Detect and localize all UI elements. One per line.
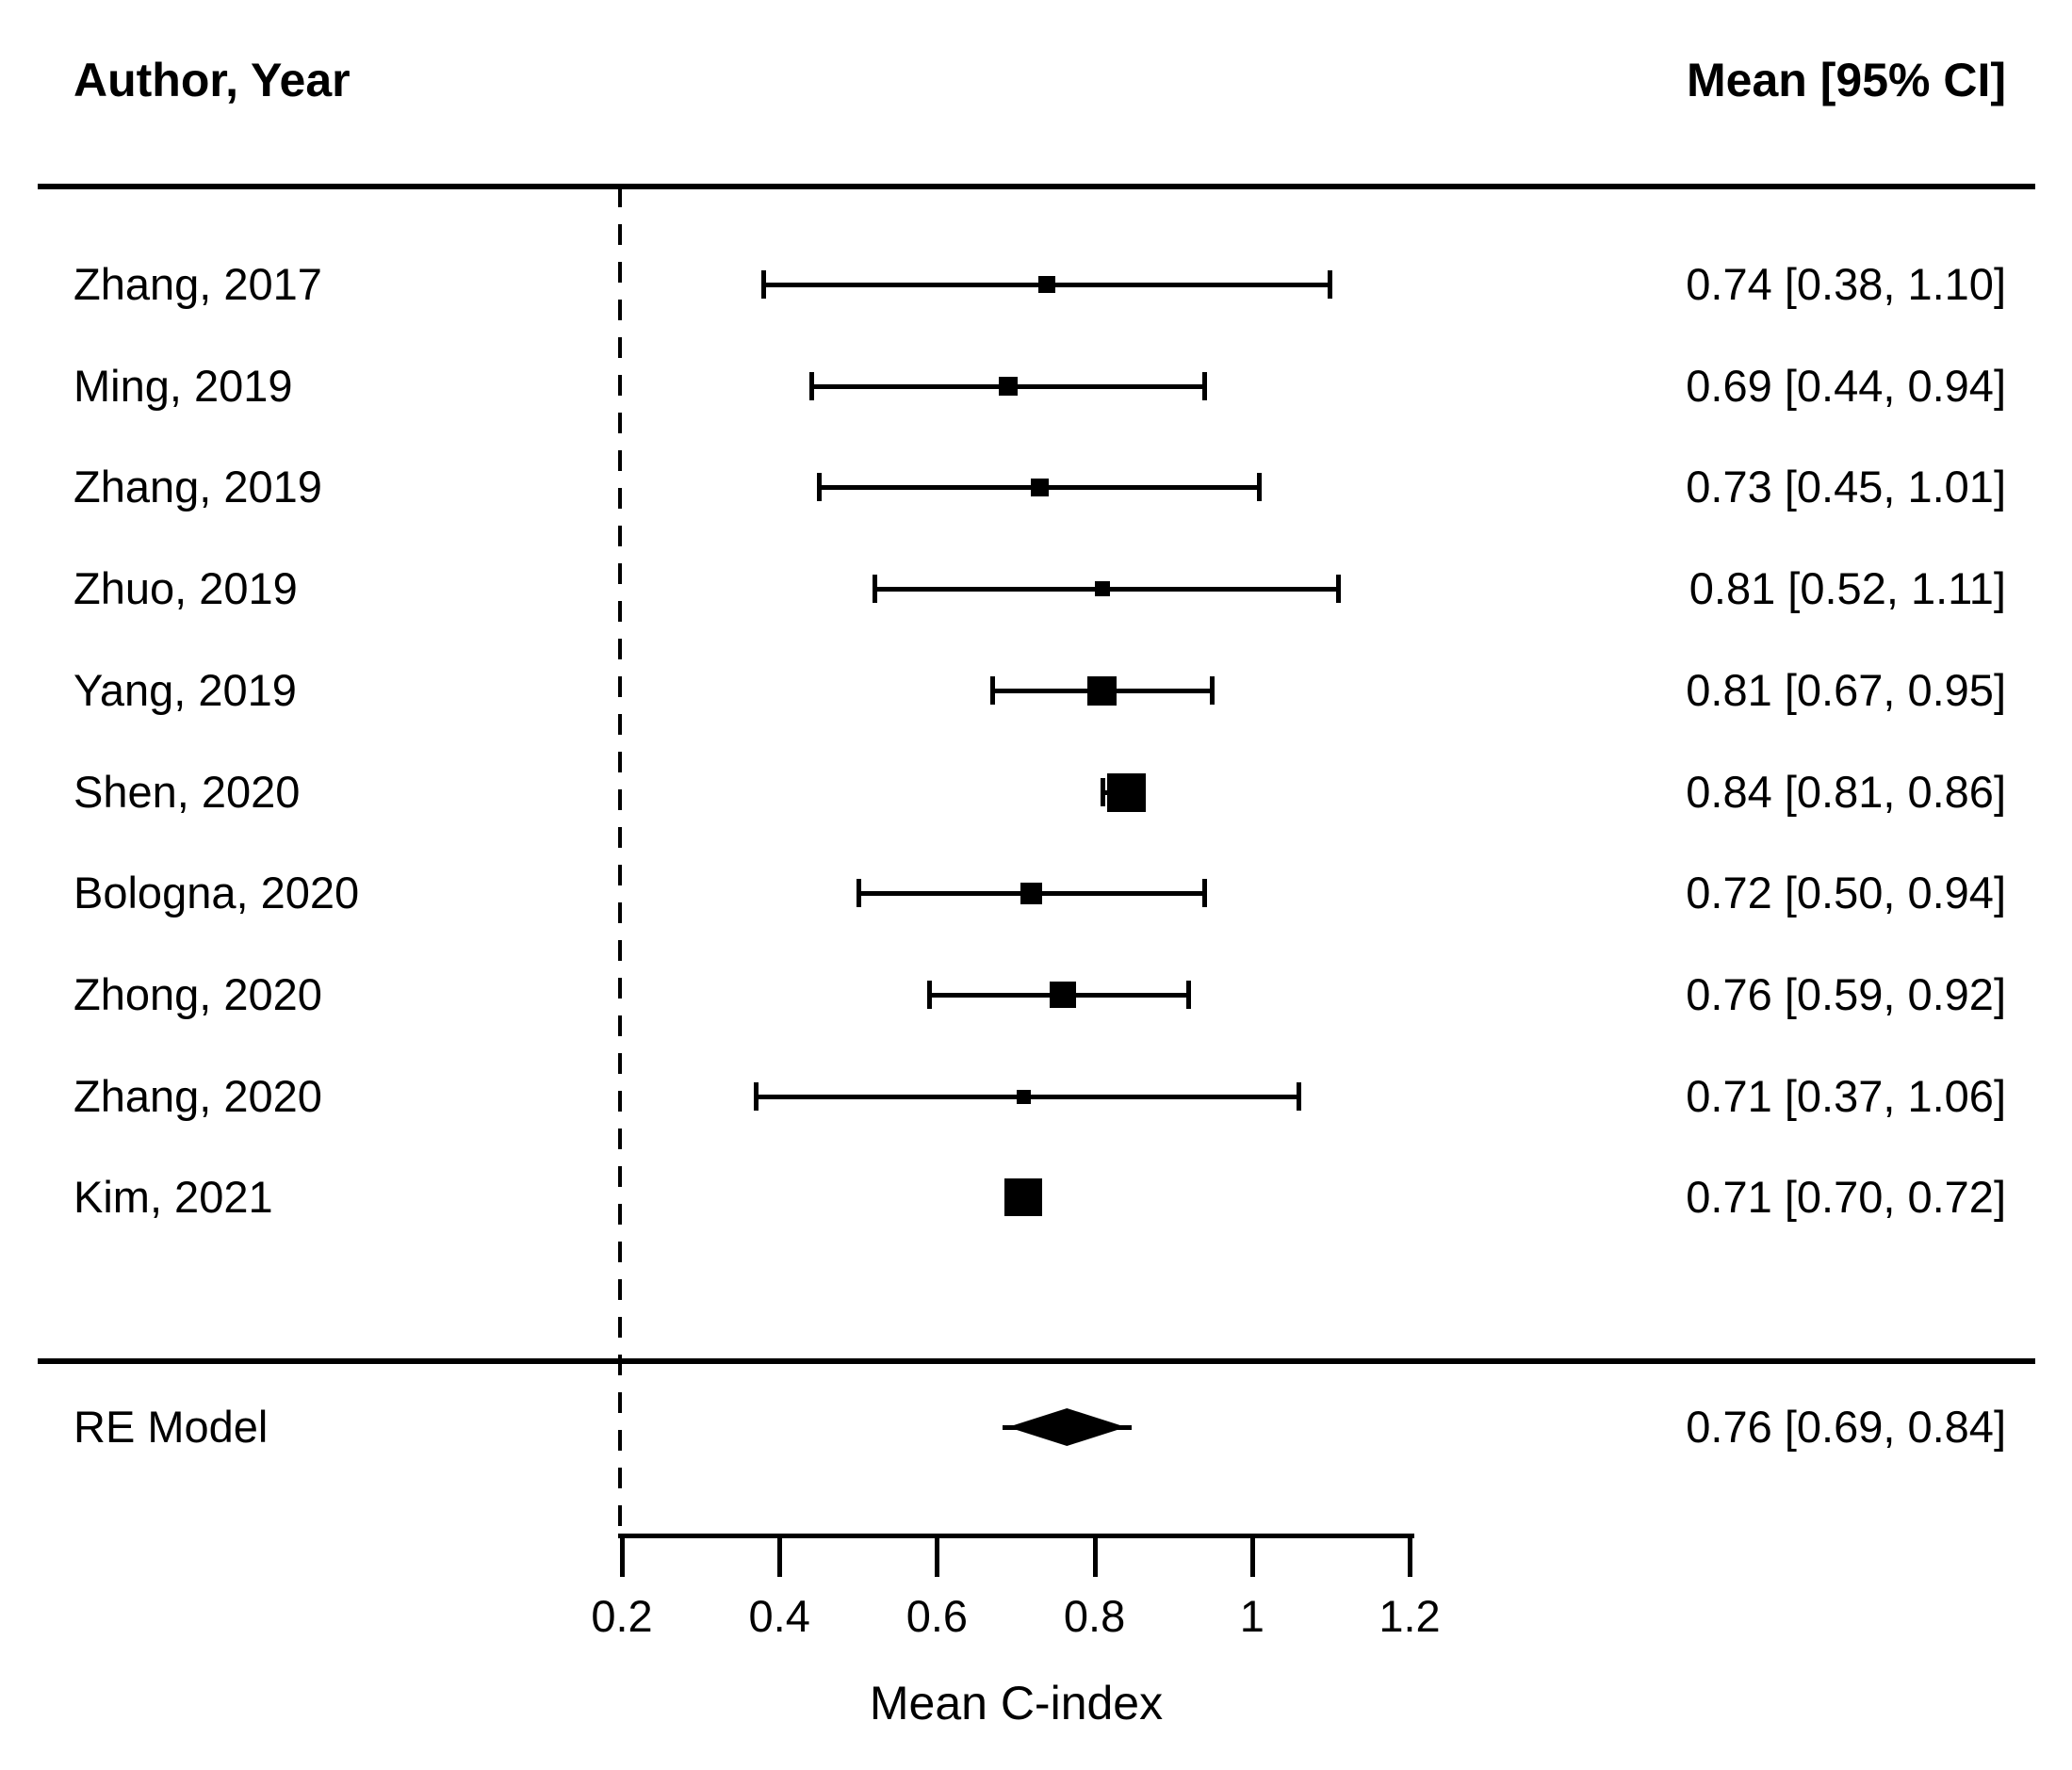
study-label: Yang, 2019 [73, 665, 297, 715]
ci-cap-right [1201, 879, 1207, 907]
study-label: Zhang, 2019 [73, 462, 322, 512]
ci-cap-right [1201, 372, 1207, 400]
mean-marker [1038, 276, 1056, 293]
x-axis-tick-label: 0.4 [748, 1591, 810, 1641]
ci-cap-left [927, 981, 933, 1009]
x-axis-tick [1092, 1534, 1098, 1577]
summary-diamond [1007, 1408, 1127, 1446]
ci-cap-left [872, 575, 877, 603]
ci-cap-right [1328, 270, 1333, 299]
study-value: 0.71 [0.70, 0.72] [1686, 1172, 2006, 1222]
ci-cap-right [1296, 1082, 1301, 1111]
summary-label: RE Model [73, 1402, 269, 1452]
study-label: Shen, 2020 [73, 767, 301, 817]
mean-marker [1004, 1178, 1043, 1216]
x-axis-title: Mean C-index [869, 1677, 1164, 1729]
study-label: Zhang, 2017 [73, 259, 322, 309]
x-axis-tick-label: 0.8 [1063, 1591, 1126, 1641]
ci-cap-left [754, 1082, 759, 1111]
top-rule [38, 184, 2035, 189]
reference-dashed-line [618, 187, 622, 1535]
summary-value: 0.76 [0.69, 0.84] [1686, 1402, 2006, 1452]
ci-cap-left [808, 372, 814, 400]
study-value: 0.81 [0.52, 1.11] [1689, 563, 2006, 613]
column-header-author-year: Author, Year [73, 54, 351, 106]
study-value: 0.76 [0.59, 0.92] [1686, 969, 2006, 1019]
x-axis-tick [935, 1534, 940, 1577]
x-axis-tick [1249, 1534, 1255, 1577]
ci-cap-right [1185, 981, 1191, 1009]
ci-cap-right [1257, 473, 1263, 501]
x-axis-tick [620, 1534, 625, 1577]
summary-separator-rule [38, 1358, 2035, 1364]
mean-marker [1020, 882, 1043, 904]
study-label: Ming, 2019 [73, 361, 293, 411]
mean-marker [1106, 772, 1146, 812]
mean-marker [1030, 478, 1049, 496]
study-value: 0.74 [0.38, 1.10] [1686, 259, 2006, 309]
x-axis-tick-label: 1 [1239, 1591, 1264, 1641]
ci-cap-right [1335, 575, 1341, 603]
ci-cap-left [1100, 778, 1105, 806]
x-axis-tick [1408, 1534, 1412, 1577]
x-axis-tick-label: 1.2 [1379, 1591, 1441, 1641]
study-value: 0.72 [0.50, 0.94] [1686, 868, 2006, 917]
mean-marker [998, 377, 1018, 396]
mean-marker [1087, 675, 1118, 706]
study-value: 0.81 [0.67, 0.95] [1686, 665, 2006, 715]
study-value: 0.73 [0.45, 1.01] [1686, 462, 2006, 512]
study-label: Bologna, 2020 [73, 868, 360, 917]
x-axis-tick-label: 0.2 [591, 1591, 653, 1641]
mean-marker [1016, 1089, 1031, 1104]
ci-cap-right [1210, 676, 1215, 705]
ci-cap-left [989, 676, 995, 705]
x-axis-tick-label: 0.6 [905, 1591, 969, 1641]
x-axis-tick [777, 1534, 783, 1577]
study-label: Zhong, 2020 [73, 969, 322, 1019]
study-value: 0.71 [0.37, 1.06] [1686, 1071, 2006, 1121]
mean-marker [1094, 581, 1110, 596]
study-value: 0.84 [0.81, 0.86] [1686, 767, 2006, 817]
study-label: Zhang, 2020 [73, 1071, 322, 1121]
study-label: Zhuo, 2019 [73, 563, 298, 613]
column-header-mean-ci: Mean [95% CI] [1687, 54, 2006, 106]
ci-cap-left [817, 473, 822, 501]
ci-cap-left [856, 879, 861, 907]
study-value: 0.69 [0.44, 0.94] [1686, 361, 2006, 411]
x-axis-line [618, 1534, 1414, 1538]
mean-marker [1050, 982, 1077, 1008]
study-label: Kim, 2021 [73, 1172, 273, 1222]
ci-cap-left [761, 270, 767, 299]
